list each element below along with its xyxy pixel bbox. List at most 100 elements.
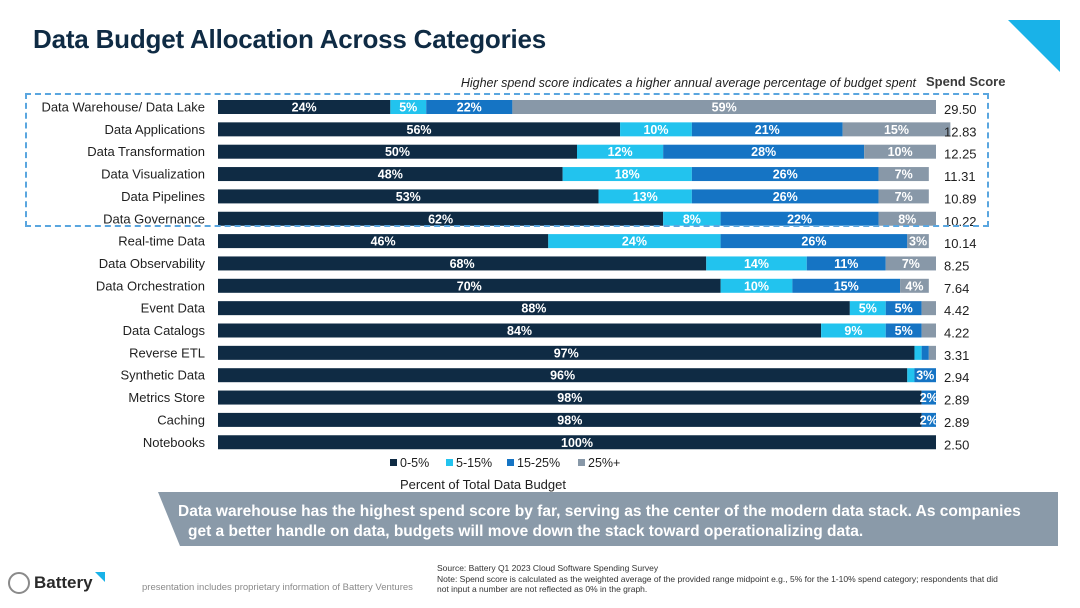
spend-score-value: 29.50 bbox=[944, 102, 977, 117]
category-label: Reverse ETL bbox=[129, 345, 205, 360]
bar-value-label: 5% bbox=[895, 302, 913, 316]
bar-segment bbox=[806, 256, 886, 271]
bar-segment bbox=[620, 122, 692, 137]
bar-segment bbox=[218, 301, 850, 316]
bar-segment bbox=[562, 167, 692, 182]
bar-segment bbox=[878, 211, 936, 226]
bar-segment bbox=[720, 278, 793, 293]
spend-score-value: 12.83 bbox=[944, 124, 977, 139]
bar-value-label: 56% bbox=[407, 123, 432, 137]
bar-segment bbox=[218, 211, 664, 226]
category-label: Data Transformation bbox=[87, 144, 205, 159]
spend-score-value: 8.25 bbox=[944, 258, 969, 273]
bar-value-label: 24% bbox=[292, 101, 317, 115]
bar-value-label: 100% bbox=[561, 436, 593, 450]
category-label: Real-time Data bbox=[118, 234, 205, 249]
bar-segment bbox=[218, 278, 721, 293]
bar-value-label: 9% bbox=[844, 324, 862, 338]
bar-value-label: 3% bbox=[909, 235, 927, 249]
bar-value-label: 70% bbox=[457, 279, 482, 293]
bar-value-label: 8% bbox=[683, 212, 701, 226]
spend-score-value: 2.89 bbox=[944, 393, 969, 408]
category-label: Data Governance bbox=[103, 211, 205, 226]
callout-line-1: Data warehouse has the highest spend sco… bbox=[178, 503, 1021, 520]
source-line-3: not input a number are not reflected as … bbox=[437, 584, 648, 594]
bar-segment bbox=[218, 100, 391, 114]
spend-score-value: 2.94 bbox=[944, 370, 969, 385]
bar-segment bbox=[842, 122, 951, 137]
source-note: Source: Battery Q1 2023 Cloud Software S… bbox=[437, 563, 1047, 595]
legend-label: 15-25% bbox=[517, 456, 560, 470]
bar-value-label: 96% bbox=[550, 369, 575, 383]
bar-value-label: 22% bbox=[457, 101, 482, 115]
bar-value-label: 97% bbox=[554, 346, 579, 360]
category-label: Data Catalogs bbox=[123, 323, 206, 338]
bar-value-label: 10% bbox=[888, 145, 913, 159]
spend-score-value: 7.64 bbox=[944, 281, 969, 296]
bar-segment bbox=[663, 211, 721, 226]
bar-value-label: 8% bbox=[898, 212, 916, 226]
bar-value-label: 26% bbox=[773, 168, 798, 182]
spend-score-header: Spend Score bbox=[926, 74, 1006, 89]
bar-segment bbox=[849, 301, 886, 316]
bar-value-label: 10% bbox=[643, 123, 668, 137]
bar-value-label: 4% bbox=[905, 279, 923, 293]
bar-value-label: 21% bbox=[755, 123, 780, 137]
bar-segment bbox=[218, 256, 707, 271]
bar-segment bbox=[921, 323, 936, 338]
battery-logo: Battery bbox=[8, 572, 105, 594]
logo-circle-icon bbox=[8, 572, 30, 594]
bar-value-label: 14% bbox=[744, 257, 769, 271]
bar-value-label: 5% bbox=[399, 101, 417, 115]
spend-score-value: 2.50 bbox=[944, 437, 969, 452]
category-label: Data Observability bbox=[99, 256, 206, 271]
category-label: Synthetic Data bbox=[120, 368, 205, 383]
bar-segment bbox=[885, 301, 922, 316]
spend-score-value: 2.89 bbox=[944, 415, 969, 430]
bar-value-label: 15% bbox=[834, 279, 859, 293]
bar-segment bbox=[928, 345, 936, 360]
bar-segment bbox=[921, 345, 929, 360]
legend-swatch bbox=[390, 459, 397, 466]
category-label: Data Orchestration bbox=[96, 278, 205, 293]
x-axis-label: Percent of Total Data Budget bbox=[400, 477, 566, 492]
bar-segment bbox=[218, 167, 563, 182]
legend-label: 25%+ bbox=[588, 456, 620, 470]
bar-segment bbox=[921, 390, 936, 405]
category-label: Data Warehouse/ Data Lake bbox=[41, 100, 205, 115]
bar-value-label: 11% bbox=[834, 257, 858, 271]
legend-label: 5-15% bbox=[456, 456, 492, 470]
source-line-2: Note: Spend score is calculated as the w… bbox=[437, 573, 998, 584]
bar-value-label: 46% bbox=[371, 235, 396, 249]
bar-value-label: 3% bbox=[916, 369, 934, 383]
bar-value-label: 26% bbox=[801, 235, 826, 249]
spend-score-value: 10.89 bbox=[944, 191, 977, 206]
bar-value-label: 59% bbox=[712, 101, 737, 115]
bar-segment bbox=[720, 211, 879, 226]
bar-segment bbox=[548, 234, 721, 249]
key-insight-callout: Data warehouse has the highest spend sco… bbox=[158, 492, 1058, 546]
category-label: Data Visualization bbox=[101, 167, 205, 182]
legend-swatch bbox=[446, 459, 453, 466]
bar-value-label: 5% bbox=[859, 302, 877, 316]
bar-segment bbox=[512, 100, 936, 114]
bar-segment bbox=[218, 122, 621, 137]
chart-subtitle: Higher spend score indicates a higher an… bbox=[460, 76, 916, 90]
bar-segment bbox=[691, 189, 879, 204]
spend-score-value: 3.31 bbox=[944, 348, 969, 363]
bar-segment bbox=[218, 345, 915, 360]
bar-value-label: 12% bbox=[608, 145, 633, 159]
bar-value-label: 98% bbox=[557, 413, 582, 427]
bar-segment bbox=[885, 256, 936, 271]
bar-segment bbox=[218, 368, 908, 383]
bar-value-label: 10% bbox=[744, 279, 769, 293]
spend-score-value: 10.14 bbox=[944, 236, 977, 251]
bar-segment bbox=[706, 256, 807, 271]
bar-segment bbox=[907, 368, 915, 383]
page-title: Data Budget Allocation Across Categories bbox=[33, 24, 547, 54]
bar-value-label: 62% bbox=[428, 212, 453, 226]
bar-segment bbox=[821, 323, 886, 338]
bar-value-label: 7% bbox=[902, 257, 920, 271]
bar-value-label: 50% bbox=[385, 145, 410, 159]
bar-segment bbox=[577, 144, 664, 159]
